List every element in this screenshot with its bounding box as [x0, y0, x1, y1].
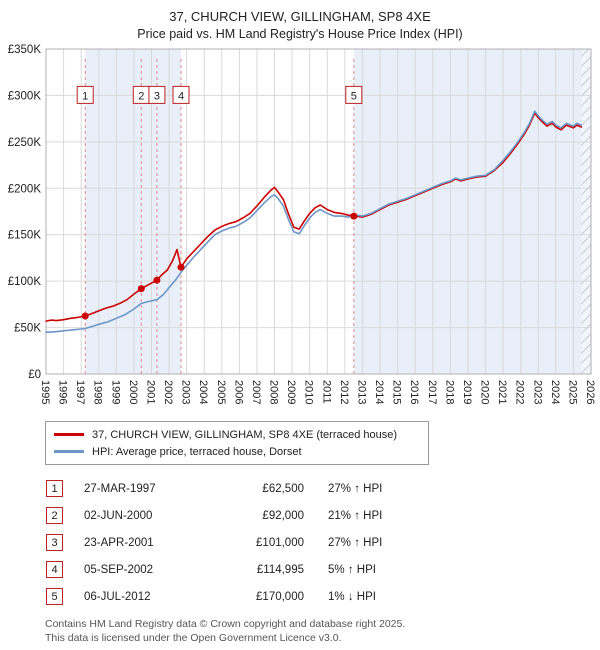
footer-line-2: This data is licensed under the Open Gov… [45, 631, 342, 644]
x-grid-and-labels: 1995 1996 1997 1998 1999 2000 2001 2002 2003 2004… [39, 49, 596, 404]
legend-label-property: 37, CHURCH VIEW, GILLINGHAM, SP8 4XE (te… [92, 428, 398, 441]
svg-text:2003: 2003 [180, 380, 192, 404]
hpi-line [45, 110, 583, 334]
svg-text:2012: 2012 [338, 380, 350, 404]
legend-item-property: 37, CHURCH VIEW, GILLINGHAM, SP8 4XE (te… [54, 426, 420, 443]
svg-text:2018: 2018 [443, 380, 455, 404]
svg-text:2009: 2009 [285, 380, 297, 404]
svg-text:£0: £0 [28, 369, 41, 381]
sale-hpi-delta: 5% ↑ HPI [328, 563, 376, 576]
svg-text:2022: 2022 [514, 380, 526, 404]
sale-date: 02-JUN-2000 [84, 509, 153, 522]
sale-row: 1 27-MAR-1997 £62,500 27% ↑ HPI [46, 475, 600, 502]
svg-text:1995: 1995 [39, 380, 51, 404]
sale-price: £92,000 [262, 509, 304, 522]
svg-text:3: 3 [154, 90, 160, 102]
sale-hpi-delta: 27% ↑ HPI [328, 536, 383, 549]
svg-text:2000: 2000 [127, 380, 139, 404]
sale-price: £170,000 [256, 590, 304, 603]
svg-text:2017: 2017 [426, 380, 438, 404]
chart-subtitle: Price paid vs. HM Land Registry's House … [137, 27, 463, 41]
sale-date: 27-MAR-1997 [84, 482, 156, 495]
sale-row: 5 06-JUL-2012 £170,000 1% ↓ HPI [46, 583, 600, 610]
sale-date: 23-APR-2001 [84, 536, 154, 549]
sale-date: 05-SEP-2002 [84, 563, 154, 576]
sale-hpi-delta: 27% ↑ HPI [328, 482, 383, 495]
sale-price: £101,000 [256, 536, 304, 549]
sale-number-badge: 3 [46, 534, 63, 551]
svg-text:£100K: £100K [8, 276, 42, 288]
svg-text:2019: 2019 [461, 380, 473, 404]
sale-hpi-delta: 21% ↑ HPI [328, 509, 383, 522]
svg-text:2: 2 [138, 90, 144, 102]
sales-table: 1 27-MAR-1997 £62,500 27% ↑ HPI 2 02-JUN-2000… [46, 475, 600, 610]
svg-text:1998: 1998 [92, 380, 104, 404]
future-region [581, 49, 591, 374]
sale-row: 2 02-JUN-2000 £92,000 21% ↑ HPI [46, 502, 600, 529]
chart-legend: 37, CHURCH VIEW, GILLINGHAM, SP8 4XE (te… [45, 421, 429, 465]
sale-number-badge: 5 [46, 588, 63, 605]
svg-text:2004: 2004 [197, 380, 209, 404]
sale-number-badge: 4 [46, 561, 63, 578]
svg-text:1997: 1997 [74, 380, 86, 404]
svg-text:2015: 2015 [391, 380, 403, 404]
svg-text:1996: 1996 [57, 380, 69, 404]
svg-text:2016: 2016 [408, 380, 420, 404]
svg-text:£50K: £50K [14, 323, 41, 335]
legend-item-hpi: HPI: Average price, terraced house, Dors… [54, 443, 420, 460]
svg-text:4: 4 [178, 90, 184, 102]
svg-text:2013: 2013 [356, 380, 368, 404]
svg-text:2002: 2002 [162, 380, 174, 404]
sale-row: 4 05-SEP-2002 £114,995 5% ↑ HPI [46, 556, 600, 583]
svg-text:£300K: £300K [8, 90, 42, 102]
svg-text:2011: 2011 [320, 380, 332, 404]
legend-label-hpi: HPI: Average price, terraced house, Dors… [92, 445, 302, 458]
sale-number-badge: 1 [46, 480, 63, 497]
svg-text:1999: 1999 [109, 380, 121, 404]
footer-line-1: Contains HM Land Registry data © Crown c… [45, 618, 406, 630]
svg-text:2010: 2010 [303, 380, 315, 404]
svg-text:5: 5 [351, 90, 357, 102]
sale-hpi-delta: 1% ↓ HPI [328, 590, 376, 603]
svg-text:2014: 2014 [373, 380, 385, 404]
sale-price: £114,995 [256, 563, 304, 576]
svg-text:2005: 2005 [215, 380, 227, 404]
sale-number-badge: 2 [46, 507, 63, 524]
svg-text:£250K: £250K [8, 137, 42, 149]
svg-text:1: 1 [82, 90, 88, 102]
svg-text:2021: 2021 [496, 380, 508, 404]
svg-text:£200K: £200K [8, 183, 42, 195]
license-footer: Contains HM Land Registry data © Crown c… [45, 618, 600, 645]
price-history-chart: 1995 1996 1997 1998 1999 2000 2001 2002 2003 2004… [8, 44, 596, 404]
svg-text:2024: 2024 [549, 380, 561, 404]
svg-text:2025: 2025 [566, 380, 578, 404]
svg-text:£350K: £350K [8, 44, 42, 56]
svg-text:2007: 2007 [250, 380, 262, 404]
svg-text:2020: 2020 [479, 380, 491, 404]
svg-text:2006: 2006 [232, 380, 244, 404]
property-line-swatch [54, 433, 84, 436]
hpi-line-swatch [54, 450, 84, 453]
plot-border [45, 48, 592, 375]
page-title: 37, CHURCH VIEW, GILLINGHAM, SP8 4XE [169, 9, 431, 24]
svg-text:2026: 2026 [584, 380, 596, 404]
sale-row: 3 23-APR-2001 £101,000 27% ↑ HPI [46, 529, 600, 556]
svg-text:£150K: £150K [8, 230, 42, 242]
svg-text:2001: 2001 [145, 380, 157, 404]
sale-price: £62,500 [262, 482, 304, 495]
svg-text:2023: 2023 [531, 380, 543, 404]
svg-text:2008: 2008 [268, 380, 280, 404]
sale-date: 06-JUL-2012 [84, 590, 151, 603]
